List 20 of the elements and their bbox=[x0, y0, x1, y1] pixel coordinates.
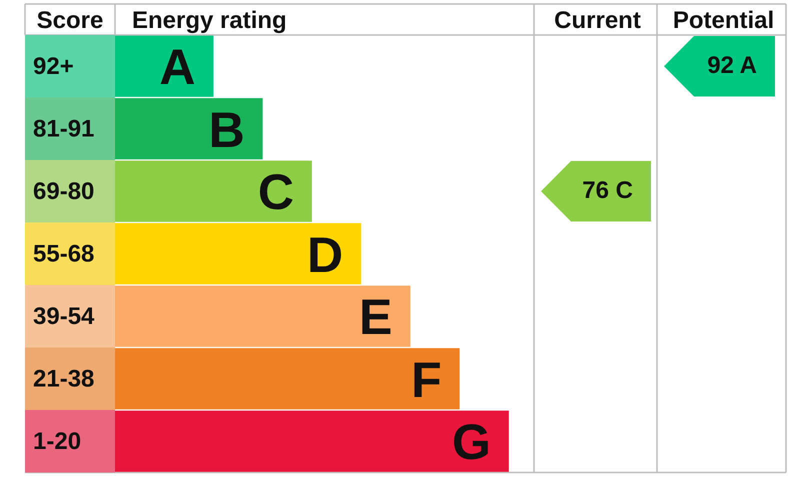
text: Current bbox=[554, 6, 641, 36]
annotation: F bbox=[411, 352, 442, 408]
text: 92 A bbox=[707, 51, 757, 82]
y-tick-label: 69-80 bbox=[33, 178, 94, 205]
y-axis-title: Score bbox=[36, 6, 104, 36]
x-axis-title: Energy rating bbox=[132, 6, 287, 36]
y-tick-label: 21-38 bbox=[33, 365, 94, 392]
annotation: B bbox=[208, 102, 245, 158]
annotation: G bbox=[452, 414, 491, 470]
y-tick-label: 81-91 bbox=[33, 115, 94, 142]
annotation: A bbox=[159, 39, 196, 96]
y-tick-label: 92+ bbox=[33, 52, 74, 80]
annotation: E bbox=[359, 289, 392, 346]
text: 76 C bbox=[582, 176, 633, 206]
annotation: C bbox=[258, 164, 294, 220]
text: Potential bbox=[672, 6, 774, 36]
y-tick-label: 1-20 bbox=[33, 428, 82, 455]
annotation: D bbox=[307, 226, 344, 283]
y-tick-label: 39-54 bbox=[33, 302, 96, 330]
y-tick-label: 55-68 bbox=[33, 240, 94, 268]
